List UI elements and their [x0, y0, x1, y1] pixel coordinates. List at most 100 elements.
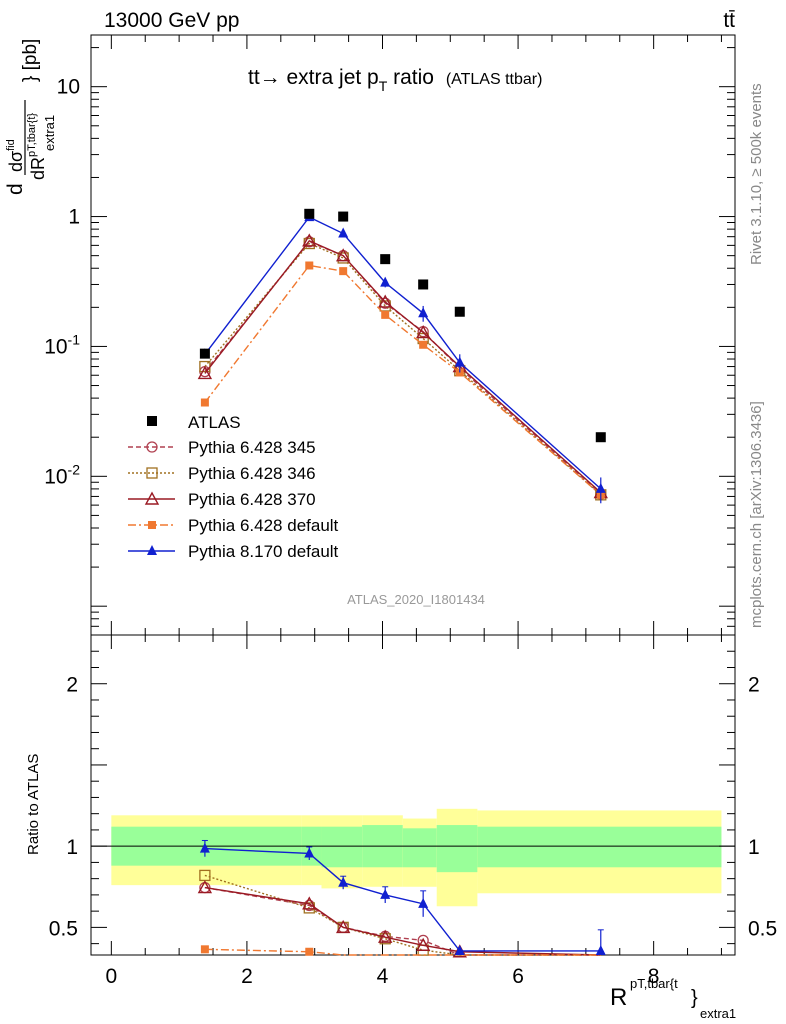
ylabel-fid: fid — [5, 139, 17, 151]
chart-title-small: (ATLAS ttbar) — [446, 71, 543, 88]
y-tick-label: 10-2 — [44, 461, 80, 488]
ylabel-unit: } [pb] — [20, 39, 41, 82]
series-point — [335, 248, 351, 262]
data-point — [454, 306, 465, 317]
chart-title: tt→ extra jet pT ratio (ATLAS ttbar) — [248, 66, 542, 94]
series-point — [339, 267, 348, 276]
y-tick-label-base: 10 — [44, 335, 67, 358]
series-point — [419, 340, 428, 349]
ylabel-den-sup: pT,tbar{t} — [26, 113, 38, 157]
data-point — [338, 211, 349, 222]
ratio-band-green — [321, 826, 363, 868]
ratio-frame — [90, 634, 736, 956]
ylabel-den-sub: extra1 — [42, 115, 57, 151]
series-point — [381, 310, 390, 319]
main-y-axis-label: d dσfid dRpT,tbar{t} extra1 } [pb] — [4, 39, 57, 195]
ylabel-d: d — [4, 183, 27, 195]
y-tick-label: 1 — [68, 206, 80, 229]
collision-energy-label: 13000 GeV pp — [104, 9, 239, 32]
svg-text:dRpT,tbar{t}: dRpT,tbar{t} — [26, 113, 48, 180]
svg-text:d: d — [4, 183, 27, 195]
x-axis-label: R pT,tbar{t } extra1 — [610, 976, 736, 1021]
legend-label: Pythia 8.170 default — [188, 542, 339, 561]
x-tick-label: 8 — [648, 965, 660, 988]
xlabel-sub2: extra1 — [700, 1006, 736, 1021]
ylabel-sigma: dσ — [6, 151, 26, 172]
svg-text:extra1: extra1 — [700, 1006, 736, 1021]
legend-marker — [144, 491, 160, 505]
y-tick-label-exp: -2 — [68, 461, 81, 477]
legend-label: Pythia 6.428 346 — [188, 464, 316, 483]
series-point — [302, 233, 317, 247]
series-point — [380, 276, 391, 287]
y-tick-label-base: 10 — [44, 465, 67, 488]
legend-marker — [147, 545, 157, 555]
series-point — [415, 325, 431, 339]
ratio-point — [415, 937, 431, 951]
ratio-point — [200, 945, 209, 954]
series-line-3 — [204, 264, 602, 496]
series-point — [200, 398, 209, 407]
y-tick-label-base: 1 — [68, 206, 80, 229]
legend-label: Pythia 6.428 default — [188, 516, 339, 535]
series-point — [595, 482, 606, 493]
series-point — [378, 294, 393, 308]
legend-marker — [146, 467, 158, 479]
ratio-y-tick-label-right: 1 — [748, 836, 760, 859]
svg-text:R: R — [610, 984, 627, 1011]
ratio-panel: 0 2 4 6 8 0.5 0.5 1 1 2 2 — [49, 634, 777, 988]
chart-title-main: tt→ extra jet p — [248, 66, 379, 89]
ratio-point — [378, 929, 393, 943]
legend: ATLAS Pythia 6.428 345 Pythia 6.428 346 Pyt… — [128, 413, 339, 561]
series-point — [197, 365, 213, 380]
ratio-point — [304, 847, 315, 858]
ratio-point — [302, 896, 317, 910]
svg-text:}: } — [691, 987, 698, 1009]
ratio-point — [197, 880, 213, 894]
y-tick-label-base: 10 — [57, 76, 80, 99]
x-tick-label: 6 — [512, 965, 524, 988]
xlabel-sup: pT,tbar{t — [630, 976, 678, 991]
series-point — [305, 261, 314, 270]
y-tick-label: 10 — [57, 76, 80, 99]
mcplots-label: mcplots.cern.ch [arXiv:1306.3436] — [748, 401, 765, 628]
process-label: tt̄ — [723, 9, 735, 32]
series-point — [418, 307, 429, 318]
legend-label-data: ATLAS — [188, 413, 241, 432]
legend-label: Pythia 6.428 370 — [188, 490, 316, 509]
series-point — [338, 227, 349, 238]
y-tick-label: 10-1 — [44, 331, 80, 358]
ratio-y-tick-label: 0.5 — [49, 917, 78, 940]
ratio-point — [595, 944, 606, 955]
legend-marker-data — [147, 416, 157, 426]
ylabel-den: dR — [28, 157, 48, 180]
data-point — [595, 432, 606, 443]
data-point — [304, 208, 315, 219]
y-tick-label-exp: -1 — [68, 331, 81, 347]
ratio-point — [338, 876, 349, 887]
ratio-y-tick-label: 2 — [66, 674, 78, 697]
rivet-version-label: Rivet 3.1.10, ≥ 500k events — [748, 83, 765, 265]
series-line-0 — [204, 240, 602, 495]
ratio-line-1 — [204, 874, 601, 956]
data-point — [418, 279, 429, 290]
ratio-band-green — [477, 826, 722, 868]
chart-title-sub: T — [379, 78, 388, 94]
svg-text:pT,tbar{t: pT,tbar{t — [630, 976, 678, 991]
ratio-y-tick-label-right: 2 — [748, 674, 760, 697]
series-line-1 — [204, 242, 602, 496]
ratio-point — [199, 842, 210, 853]
ratio-y-tick-label: 1 — [66, 836, 78, 859]
legend-marker — [146, 441, 158, 453]
svg-text:} [pb]: } [pb] — [20, 39, 41, 82]
data-point — [380, 254, 391, 265]
ratio-line-0 — [204, 886, 601, 956]
ratio-point — [418, 897, 429, 908]
ratio-band-green — [436, 825, 478, 873]
analysis-watermark: ATLAS_2020_I1801434 — [347, 592, 485, 607]
xlabel-sub: } — [691, 987, 698, 1009]
ratio-y-axis-label: Ratio to ATLAS — [25, 754, 42, 855]
ratio-point — [454, 944, 465, 955]
